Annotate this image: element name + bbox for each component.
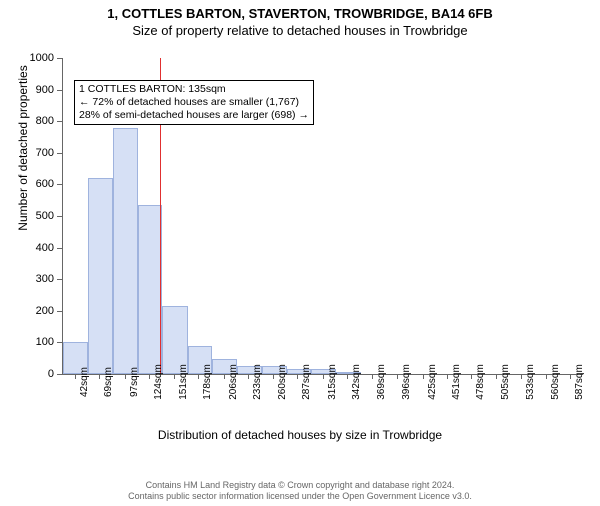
y-tick-label: 500 <box>14 210 54 222</box>
x-tick-label: 396sqm <box>401 364 412 400</box>
histogram-bar <box>138 205 163 374</box>
footer-line1: Contains HM Land Registry data © Crown c… <box>0 480 600 491</box>
histogram-bar <box>113 128 138 374</box>
footer-line2: Contains public sector information licen… <box>0 491 600 502</box>
y-tick-mark <box>57 121 62 122</box>
y-tick-mark <box>57 216 62 217</box>
x-tick-label: 425sqm <box>427 364 438 400</box>
footer-attribution: Contains HM Land Registry data © Crown c… <box>0 480 600 502</box>
y-tick-label: 400 <box>14 242 54 254</box>
x-tick-label: 369sqm <box>376 364 387 400</box>
y-tick-mark <box>57 58 62 59</box>
y-tick-mark <box>57 248 62 249</box>
x-tick-mark <box>521 374 522 379</box>
x-tick-label: 178sqm <box>202 364 213 400</box>
x-tick-label: 124sqm <box>153 364 164 400</box>
x-tick-label: 69sqm <box>103 367 114 397</box>
x-tick-label: 97sqm <box>129 367 140 397</box>
x-tick-mark <box>125 374 126 379</box>
x-axis-title: Distribution of detached houses by size … <box>0 428 600 442</box>
chart-title-address: 1, COTTLES BARTON, STAVERTON, TROWBRIDGE… <box>0 6 600 21</box>
y-tick-label: 300 <box>14 273 54 285</box>
x-tick-label: 478sqm <box>475 364 486 400</box>
y-tick-mark <box>57 374 62 375</box>
x-tick-mark <box>99 374 100 379</box>
x-tick-label: 451sqm <box>451 364 462 400</box>
y-tick-label: 1000 <box>14 52 54 64</box>
annotation-box: 1 COTTLES BARTON: 135sqm← 72% of detache… <box>74 80 314 125</box>
x-tick-mark <box>149 374 150 379</box>
chart-title-desc: Size of property relative to detached ho… <box>0 23 600 38</box>
x-tick-label: 287sqm <box>301 364 312 400</box>
x-tick-label: 42sqm <box>79 367 90 397</box>
annotation-line3: 28% of semi-detached houses are larger (… <box>79 109 309 122</box>
annotation-line1: 1 COTTLES BARTON: 135sqm <box>79 83 309 96</box>
y-tick-label: 800 <box>14 115 54 127</box>
x-tick-mark <box>297 374 298 379</box>
histogram-bar <box>88 178 113 374</box>
x-tick-mark <box>174 374 175 379</box>
x-tick-label: 233sqm <box>252 364 263 400</box>
annotation-line2: ← 72% of detached houses are smaller (1,… <box>79 96 309 109</box>
y-tick-mark <box>57 279 62 280</box>
x-tick-label: 587sqm <box>574 364 585 400</box>
y-tick-mark <box>57 184 62 185</box>
y-tick-mark <box>57 90 62 91</box>
y-tick-mark <box>57 311 62 312</box>
x-tick-mark <box>347 374 348 379</box>
x-tick-label: 151sqm <box>178 364 189 400</box>
x-tick-mark <box>372 374 373 379</box>
x-tick-label: 533sqm <box>525 364 536 400</box>
chart-container: Number of detached properties Distributi… <box>0 50 600 450</box>
y-tick-label: 900 <box>14 84 54 96</box>
x-tick-mark <box>570 374 571 379</box>
x-tick-mark <box>273 374 274 379</box>
y-tick-label: 100 <box>14 336 54 348</box>
x-tick-label: 315sqm <box>327 364 338 400</box>
x-tick-label: 560sqm <box>550 364 561 400</box>
x-tick-label: 260sqm <box>277 364 288 400</box>
y-tick-label: 0 <box>14 368 54 380</box>
x-tick-mark <box>546 374 547 379</box>
x-tick-mark <box>423 374 424 379</box>
x-tick-mark <box>471 374 472 379</box>
y-tick-mark <box>57 153 62 154</box>
x-tick-mark <box>75 374 76 379</box>
x-tick-mark <box>224 374 225 379</box>
x-tick-mark <box>323 374 324 379</box>
y-tick-label: 700 <box>14 147 54 159</box>
x-tick-mark <box>198 374 199 379</box>
x-tick-label: 342sqm <box>351 364 362 400</box>
x-tick-label: 505sqm <box>500 364 511 400</box>
x-tick-mark <box>397 374 398 379</box>
x-tick-label: 206sqm <box>228 364 239 400</box>
x-tick-mark <box>248 374 249 379</box>
y-tick-label: 200 <box>14 305 54 317</box>
x-tick-mark <box>496 374 497 379</box>
y-tick-label: 600 <box>14 178 54 190</box>
x-tick-mark <box>447 374 448 379</box>
y-tick-mark <box>57 342 62 343</box>
